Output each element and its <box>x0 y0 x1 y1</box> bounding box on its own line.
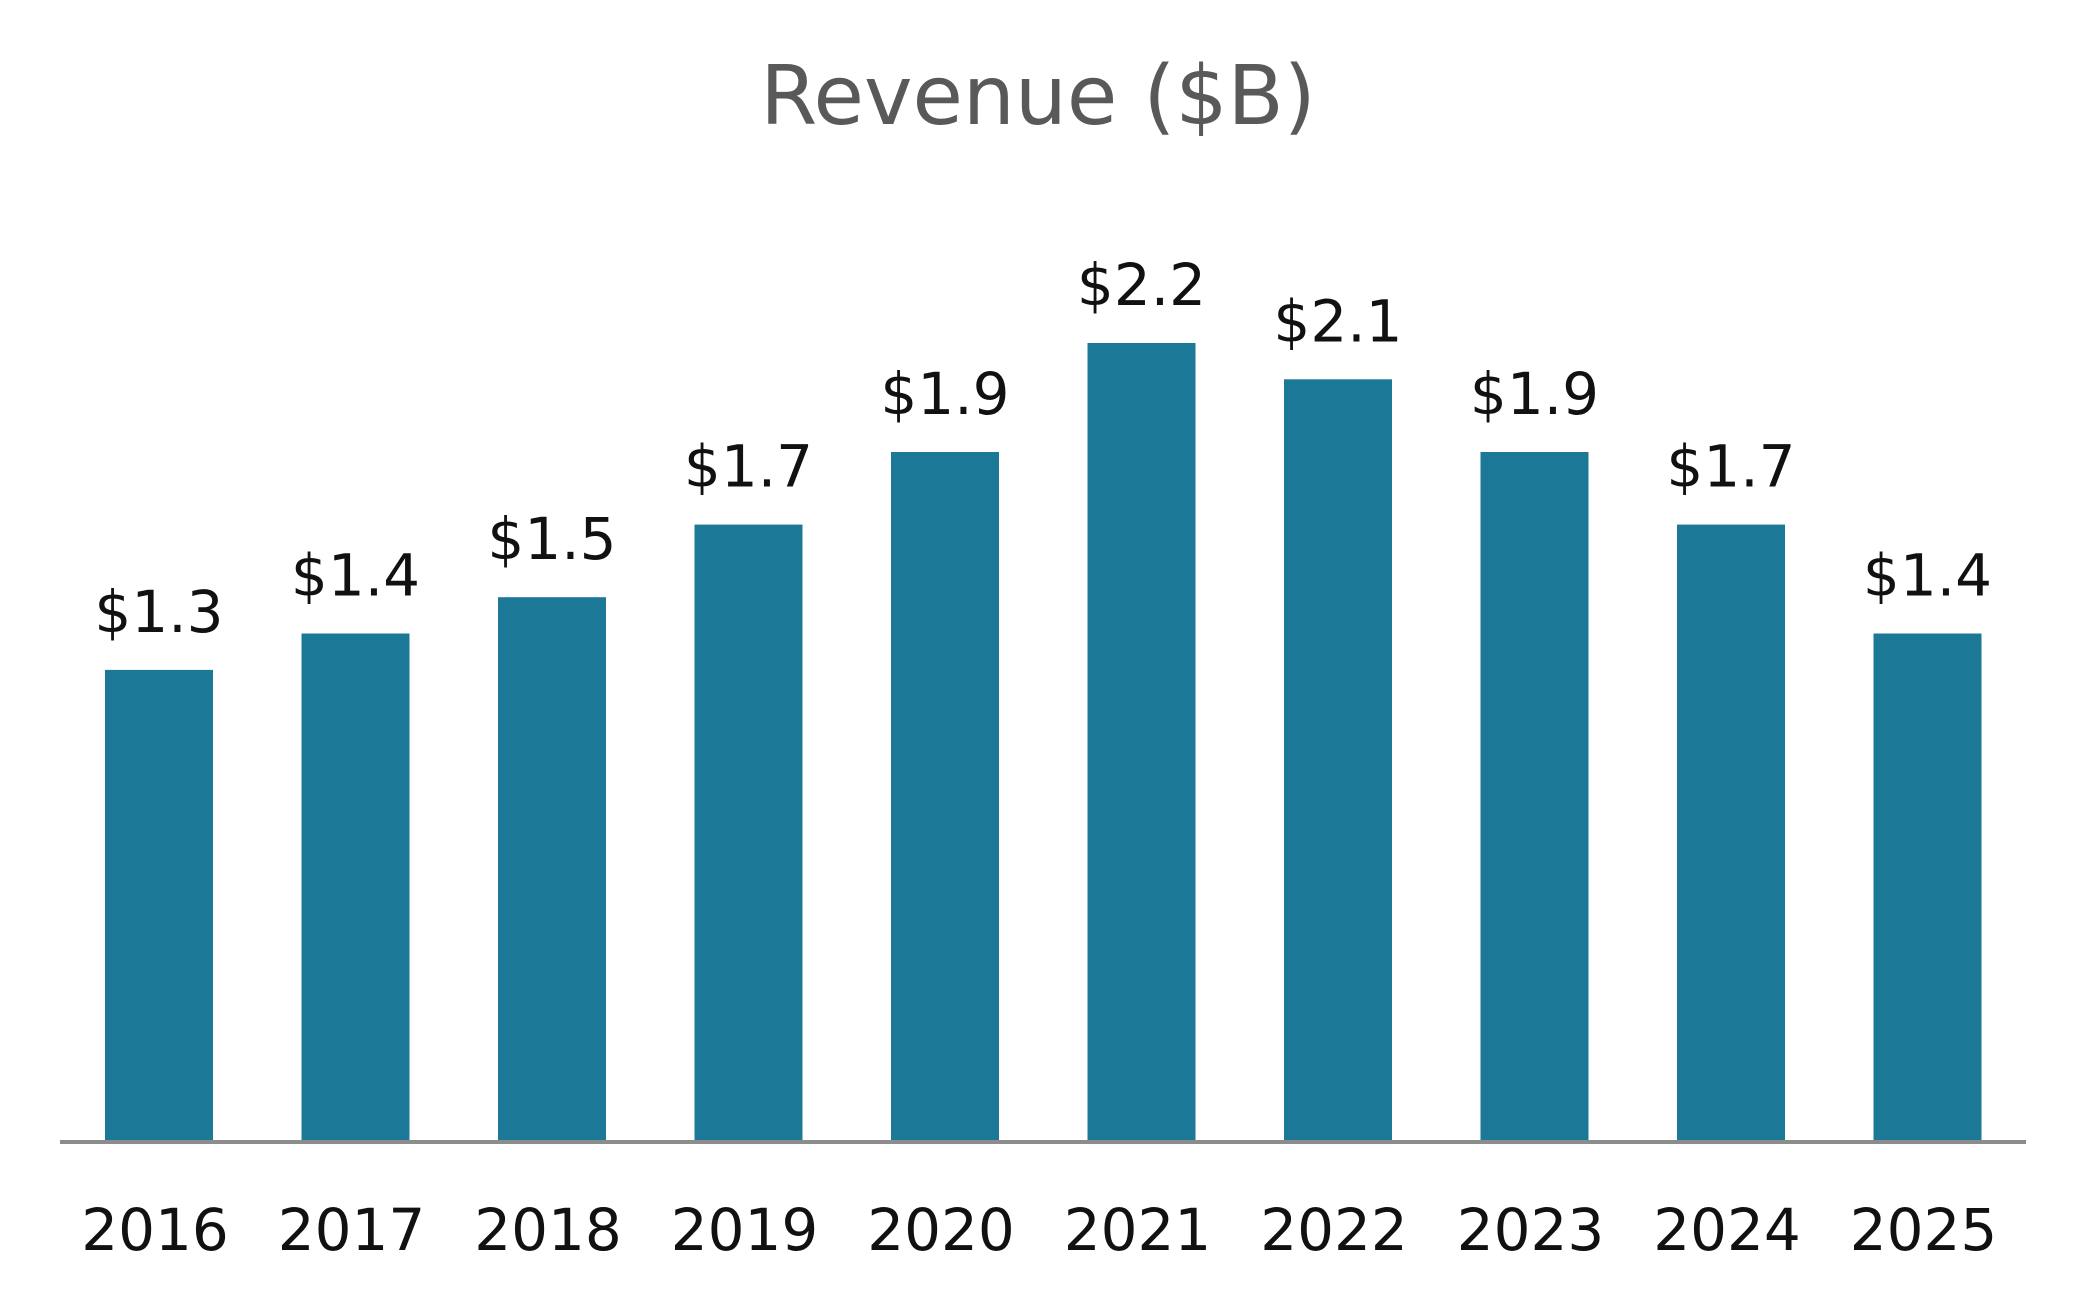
data-label-2024: $1.7 <box>1666 433 1795 501</box>
x-tick-label-2023: 2023 <box>1457 1196 1605 1264</box>
x-tick-labels-layer: 2016 2017 2018 2019 2020 2021 2022 2023 2024 2025 <box>81 1196 1997 1264</box>
data-label-2022: $2.1 <box>1273 287 1402 355</box>
bar-2021 <box>1087 343 1196 1142</box>
bar-2025 <box>1873 633 1982 1142</box>
bar-2023 <box>1480 452 1589 1142</box>
bar-2022 <box>1284 379 1392 1142</box>
x-tick-label-2018: 2018 <box>474 1196 622 1264</box>
data-label-2017: $1.4 <box>291 542 420 610</box>
data-label-2019: $1.7 <box>684 433 813 501</box>
data-label-2016: $1.3 <box>94 578 223 646</box>
bar-2019 <box>694 524 803 1142</box>
x-tick-label-2020: 2020 <box>867 1196 1015 1264</box>
x-tick-label-2025: 2025 <box>1850 1196 1998 1264</box>
x-tick-label-2017: 2017 <box>278 1196 426 1264</box>
x-tick-label-2024: 2024 <box>1653 1196 1801 1264</box>
bars-layer <box>105 343 1982 1142</box>
bar-2016 <box>105 669 213 1142</box>
data-label-2021: $2.2 <box>1077 251 1206 319</box>
bar-2020 <box>891 452 999 1142</box>
x-tick-label-2016: 2016 <box>81 1196 229 1264</box>
x-tick-label-2019: 2019 <box>671 1196 819 1264</box>
bar-2018 <box>498 597 606 1142</box>
data-label-2023: $1.9 <box>1470 360 1599 428</box>
bar-2017 <box>301 633 410 1142</box>
bar-2024 <box>1677 524 1785 1142</box>
data-label-2025: $1.4 <box>1863 542 1992 610</box>
x-tick-label-2021: 2021 <box>1064 1196 1212 1264</box>
data-label-2018: $1.5 <box>487 505 616 573</box>
chart-title: Revenue ($B) <box>760 49 1316 144</box>
data-labels-layer: $1.3 $1.4 $1.5 $1.7 $1.9 $2.2 $2.1 $1.9 $1.7 $1.4 <box>94 251 1992 646</box>
x-tick-label-2022: 2022 <box>1260 1196 1408 1264</box>
data-label-2020: $1.9 <box>880 360 1009 428</box>
